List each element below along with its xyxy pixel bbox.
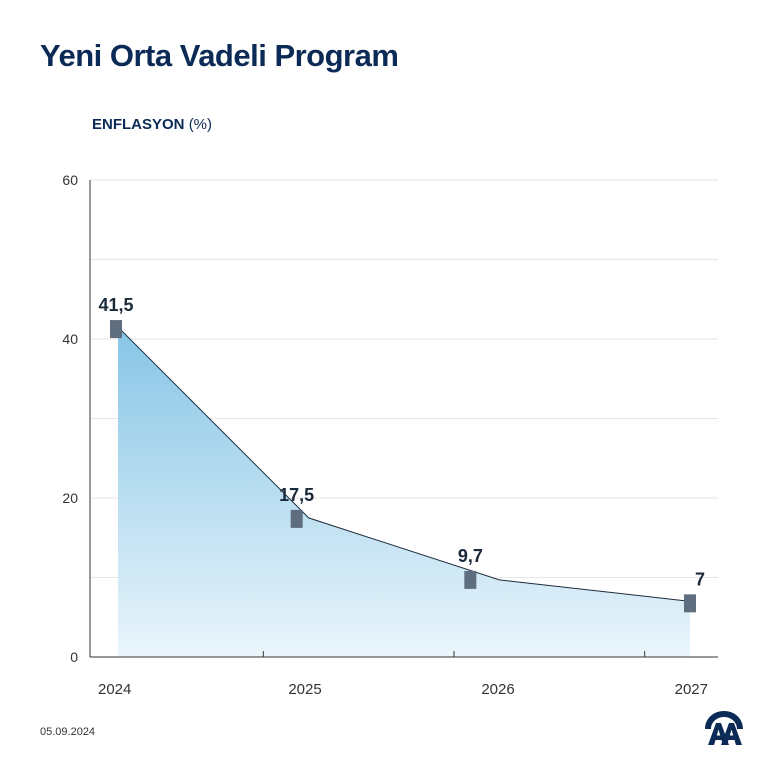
y-tick-label: 20	[62, 490, 78, 506]
subtitle-main: ENFLASYON	[92, 116, 185, 133]
page-title: Yeni Orta Vadeli Program	[40, 38, 399, 73]
x-tick-label: 2027	[675, 681, 708, 698]
subtitle-unit: (%)	[188, 116, 213, 133]
chart-subtitle: ENFLASYON (%)	[92, 116, 212, 133]
series-line	[117, 326, 691, 602]
data-label: 17,5	[279, 485, 314, 505]
y-tick-label: 40	[62, 331, 78, 347]
data-point-marker	[684, 594, 696, 613]
publish-date: 05.09.2024	[40, 726, 96, 738]
x-tick-label: 2026	[481, 681, 514, 698]
data-label: 9,7	[458, 546, 483, 566]
data-point-marker	[464, 570, 477, 589]
area-fill	[118, 327, 690, 657]
data-label: 7	[695, 569, 705, 589]
y-tick-label: 0	[70, 649, 78, 665]
data-label: 41,5	[98, 295, 133, 315]
x-tick-label: 2024	[98, 681, 131, 698]
data-point-marker	[290, 509, 303, 528]
data-point-marker	[110, 320, 122, 339]
aa-logo-icon	[705, 711, 743, 745]
y-tick-label: 60	[62, 172, 78, 188]
x-tick-label: 2025	[288, 681, 321, 698]
